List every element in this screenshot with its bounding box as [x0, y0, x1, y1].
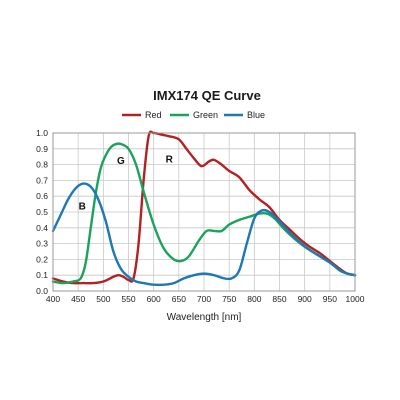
plot-frame [52, 132, 356, 292]
y-tick-label: 0.8 [36, 160, 48, 170]
x-tick-label: 850 [272, 294, 286, 304]
x-tick-label: 500 [96, 294, 110, 304]
legend-label-blue: Blue [247, 110, 265, 120]
legend-label-red: Red [145, 110, 162, 120]
x-tick-label: 550 [121, 294, 135, 304]
y-tick-label: 0.9 [36, 144, 48, 154]
x-tick-label: 700 [197, 294, 211, 304]
x-tick-label: 800 [247, 294, 261, 304]
x-axis-ticks: 400 450 500 550 600 650 700 750 800 850 900 950 1000 [46, 294, 365, 304]
legend: Red Green Blue [122, 110, 265, 120]
curve-label-g: G [117, 156, 125, 167]
x-axis-label: Wavelength [nm] [167, 312, 242, 323]
y-axis-ticks: 0.0 0.1 0.2 0.3 0.4 0.5 0.6 0.7 0.8 0.9 1.0 [36, 128, 48, 296]
chart-title: IMX174 QE Curve [153, 88, 261, 103]
x-tick-label: 1000 [346, 294, 365, 304]
curve-label-r: R [166, 154, 174, 165]
x-tick-label: 400 [46, 294, 60, 304]
y-tick-label: 0.2 [36, 254, 48, 264]
x-tick-label: 650 [172, 294, 186, 304]
series-line-red [51, 130, 357, 285]
y-tick-label: 1.0 [36, 128, 48, 138]
y-tick-label: 0.0 [36, 286, 48, 296]
grid [52, 132, 356, 292]
curve-label-b: B [79, 202, 86, 213]
y-tick-label: 0.3 [36, 239, 48, 249]
curve-annotations: B G R [79, 154, 174, 212]
series-lines [51, 130, 357, 287]
series-line-blue [51, 182, 357, 287]
y-tick-label: 0.4 [36, 223, 48, 233]
x-tick-label: 450 [71, 294, 85, 304]
y-tick-label: 0.5 [36, 207, 48, 217]
y-tick-label: 0.7 [36, 175, 48, 185]
y-tick-label: 0.6 [36, 191, 48, 201]
x-tick-label: 750 [222, 294, 236, 304]
y-tick-label: 0.1 [36, 270, 48, 280]
x-tick-label: 900 [298, 294, 312, 304]
x-tick-label: 600 [147, 294, 161, 304]
x-tick-label: 950 [323, 294, 337, 304]
legend-label-green: Green [193, 110, 218, 120]
